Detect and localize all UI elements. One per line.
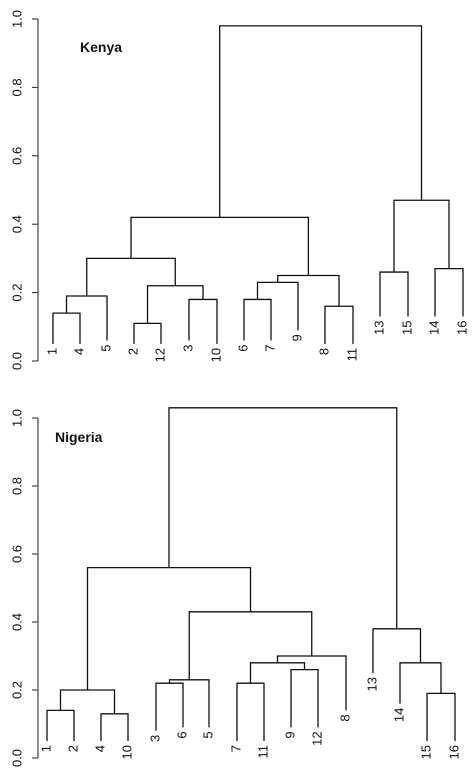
leaf-label: 8	[337, 714, 352, 721]
y-tick-label: 0.0	[9, 352, 24, 370]
dendrogram-link	[290, 668, 319, 728]
y-tick-label: 0.8	[9, 78, 24, 96]
dendrogram-link	[434, 268, 464, 317]
y-tick-label: 0.6	[9, 545, 24, 563]
dendrogram-link	[276, 655, 347, 711]
leaf-label: 9	[282, 731, 297, 738]
leaf-label: 9	[289, 334, 304, 341]
dendrogram-link	[86, 257, 176, 297]
dendrogram-link	[133, 322, 162, 344]
y-tick-label: 1.0	[9, 409, 24, 427]
y-tick-label: 0.2	[9, 681, 24, 699]
leaf-label: 10	[119, 745, 134, 759]
dendrogram-link	[46, 709, 75, 741]
dendrogram-link	[324, 305, 354, 344]
leaf-label: 10	[208, 348, 223, 362]
leaf-label: 2	[125, 348, 140, 355]
leaf-label: 14	[391, 708, 406, 722]
leaf-label: 7	[228, 745, 243, 752]
y-tick-label: 0.8	[9, 477, 24, 495]
y-tick-label: 0.4	[9, 613, 24, 631]
leaf-label: 12	[309, 731, 324, 745]
y-tick-label: 0.0	[9, 749, 24, 767]
y-tick-label: 0.4	[9, 215, 24, 233]
leaf-label: 14	[426, 321, 441, 335]
dendrogram-link	[65, 295, 108, 341]
leaf-label: 1	[44, 348, 59, 355]
dendrogram-link	[277, 274, 340, 307]
leaf-label: 3	[180, 344, 195, 351]
leaf-label: 4	[71, 348, 86, 355]
y-tick-label: 0.6	[9, 147, 24, 165]
dendrogram-link	[100, 713, 129, 741]
dendrogram-link	[379, 271, 409, 317]
leaf-label: 15	[418, 745, 433, 759]
dendrogram-link	[86, 566, 252, 690]
leaf-label: 8	[316, 348, 331, 355]
dendrogram-link	[146, 285, 204, 324]
dendrogram-link	[155, 682, 184, 731]
leaf-label: 1	[38, 745, 53, 752]
leaf-label: 5	[98, 344, 113, 351]
dendrogram-link	[399, 662, 442, 704]
leaf-label: 4	[92, 745, 107, 752]
dendrogram-link	[249, 662, 306, 684]
dendrogram-link	[236, 682, 265, 741]
y-tick-label: 1.0	[9, 10, 24, 28]
leaf-label: 16	[454, 321, 469, 335]
leaf-label: 7	[262, 344, 277, 351]
leaf-label: 3	[147, 735, 162, 742]
dendrogram-link	[219, 25, 423, 218]
leaf-label: 6	[235, 344, 250, 351]
dendrogram-link	[243, 298, 272, 341]
leaf-label: 16	[446, 745, 461, 759]
leaf-label: 13	[371, 321, 386, 335]
leaf-label: 5	[200, 731, 215, 738]
dendrogram-link	[188, 298, 218, 344]
dendrogram-link	[256, 281, 299, 331]
dendrogram-link	[130, 216, 310, 276]
panel-title: Nigeria	[55, 429, 103, 445]
y-tick-label: 0.2	[9, 284, 24, 302]
dendrogram-link	[426, 692, 456, 741]
leaf-label: 2	[65, 745, 80, 752]
dendrogram-link	[168, 679, 210, 728]
leaf-label: 15	[399, 321, 414, 335]
dendrogram-link	[168, 407, 398, 629]
leaf-label: 12	[152, 348, 167, 362]
dendrogram-link	[372, 628, 422, 673]
leaf-label: 13	[364, 677, 379, 691]
dendrogram-link	[52, 312, 81, 344]
leaf-label: 11	[344, 348, 359, 362]
leaf-label: 11	[255, 745, 270, 759]
leaf-label: 6	[174, 731, 189, 738]
panel-title: Kenya	[80, 39, 122, 55]
dendrogram-link	[393, 199, 450, 273]
